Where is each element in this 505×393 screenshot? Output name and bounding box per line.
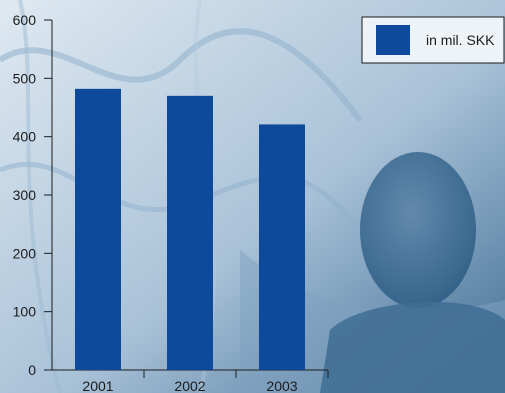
y-tick-label: 0 bbox=[28, 362, 36, 378]
y-tick-label: 300 bbox=[13, 187, 37, 203]
y-tick-label: 200 bbox=[13, 245, 37, 261]
legend-swatch bbox=[376, 25, 410, 55]
bar-2001 bbox=[75, 88, 121, 370]
y-tick-label: 100 bbox=[13, 304, 37, 320]
y-tick-label: 400 bbox=[13, 129, 37, 145]
bars bbox=[75, 88, 305, 371]
x-tick-label: 2002 bbox=[174, 378, 205, 393]
tick-labels: 0 100 200 300 400 500 600 2001 2002 2003 bbox=[13, 12, 298, 393]
y-tick-label: 500 bbox=[13, 70, 37, 86]
x-tick-label: 2001 bbox=[82, 378, 113, 393]
x-tick-label: 2003 bbox=[266, 378, 297, 393]
legend-label: in mil. SKK bbox=[426, 32, 495, 48]
y-tick-label: 600 bbox=[13, 12, 37, 28]
legend: in mil. SKK bbox=[361, 16, 505, 64]
bar-2002 bbox=[167, 95, 213, 370]
bar-2003 bbox=[259, 124, 305, 371]
